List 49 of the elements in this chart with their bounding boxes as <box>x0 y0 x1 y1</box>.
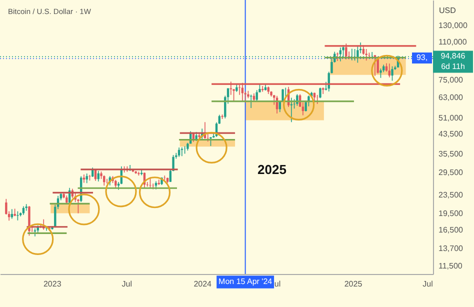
x-tick-label: 2025 <box>344 280 363 288</box>
x-tick-label: Jul <box>122 280 132 288</box>
x-tick-label: 2023 <box>43 280 62 288</box>
point <box>371 54 403 86</box>
point <box>22 223 54 255</box>
candlestick <box>178 147 180 158</box>
candlestick <box>82 174 86 184</box>
candlestick <box>103 175 106 186</box>
candlestick <box>149 176 152 188</box>
y-tick-label: 23,500 <box>438 190 464 200</box>
point <box>283 88 315 120</box>
y-axis-title: USD <box>439 6 456 15</box>
candlestick <box>313 92 316 103</box>
y-tick-label: 110,000 <box>438 37 468 46</box>
candlestick <box>336 52 339 62</box>
ref-line-label: Mon 15 Apr '24 <box>218 277 273 286</box>
candlestick <box>322 87 324 94</box>
candlestick <box>86 173 88 184</box>
point <box>138 176 171 208</box>
point <box>105 176 137 208</box>
candlestick <box>16 210 19 221</box>
candlestick <box>388 63 390 78</box>
y-tick-label: 75,000 <box>438 75 464 84</box>
x-tick-label: Jul <box>422 280 434 288</box>
candlestick <box>391 66 394 82</box>
y-tick-label: 51,000 <box>438 114 464 123</box>
y-tick-label: 11,500 <box>438 261 463 270</box>
y-tick-label: 35,500 <box>438 150 464 159</box>
ref-line-label: 94,846 <box>440 52 466 61</box>
annotation: 93, <box>416 53 428 62</box>
candlestick <box>256 90 258 102</box>
candlestick <box>365 48 368 61</box>
candlestick <box>380 68 382 78</box>
x-tick-label: 2024 <box>194 280 212 288</box>
text: 6d 11h <box>441 62 465 71</box>
y-tick-label: 13,700 <box>438 244 464 254</box>
y-tick-label: 16,500 <box>438 226 464 235</box>
candlestick <box>319 87 322 99</box>
x-tick-label: ul <box>274 280 281 288</box>
y-tick-label: 63,000 <box>438 92 464 102</box>
point <box>196 132 228 164</box>
y-tick-label: 130,000 <box>438 20 468 30</box>
y-tick-label: 29,500 <box>438 168 464 177</box>
candlestick <box>180 146 184 157</box>
y-tick-label: 43,500 <box>438 129 464 138</box>
point <box>68 194 100 226</box>
candlestick <box>164 175 166 181</box>
y-tick-label: 19,500 <box>438 209 464 218</box>
annotation: 2025 <box>258 162 286 177</box>
